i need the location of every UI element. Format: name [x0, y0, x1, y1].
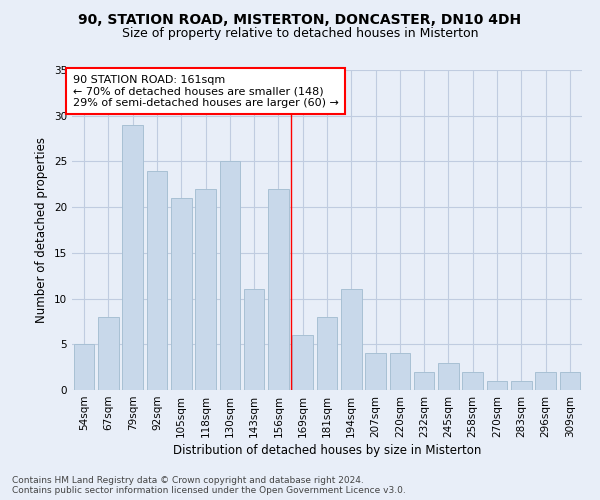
Bar: [268, 189, 289, 390]
Bar: [414, 372, 434, 390]
Bar: [195, 189, 216, 390]
Bar: [244, 290, 265, 390]
Bar: [122, 125, 143, 390]
Bar: [535, 372, 556, 390]
Bar: [438, 362, 459, 390]
X-axis label: Distribution of detached houses by size in Misterton: Distribution of detached houses by size …: [173, 444, 481, 457]
Text: 90 STATION ROAD: 161sqm
← 70% of detached houses are smaller (148)
29% of semi-d: 90 STATION ROAD: 161sqm ← 70% of detache…: [73, 74, 338, 108]
Bar: [341, 290, 362, 390]
Bar: [365, 354, 386, 390]
Bar: [171, 198, 191, 390]
Bar: [317, 317, 337, 390]
Text: Contains HM Land Registry data © Crown copyright and database right 2024.: Contains HM Land Registry data © Crown c…: [12, 476, 364, 485]
Bar: [98, 317, 119, 390]
Bar: [487, 381, 508, 390]
Bar: [511, 381, 532, 390]
Text: Size of property relative to detached houses in Misterton: Size of property relative to detached ho…: [122, 28, 478, 40]
Y-axis label: Number of detached properties: Number of detached properties: [35, 137, 49, 323]
Bar: [292, 335, 313, 390]
Bar: [220, 162, 240, 390]
Bar: [74, 344, 94, 390]
Bar: [560, 372, 580, 390]
Bar: [146, 170, 167, 390]
Bar: [389, 354, 410, 390]
Text: 90, STATION ROAD, MISTERTON, DONCASTER, DN10 4DH: 90, STATION ROAD, MISTERTON, DONCASTER, …: [79, 12, 521, 26]
Bar: [463, 372, 483, 390]
Text: Contains public sector information licensed under the Open Government Licence v3: Contains public sector information licen…: [12, 486, 406, 495]
